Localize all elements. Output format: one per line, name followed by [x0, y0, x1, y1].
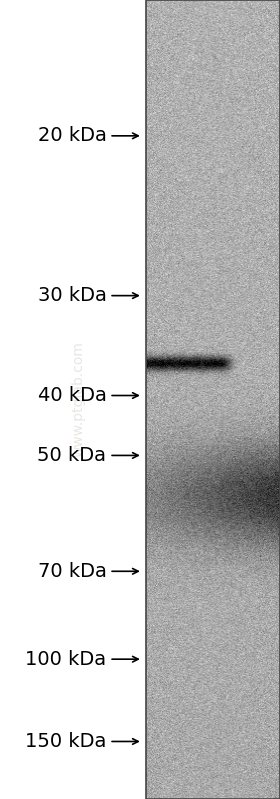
Text: 30 kDa: 30 kDa	[38, 286, 106, 305]
Text: www.ptglab.com: www.ptglab.com	[71, 341, 85, 458]
Text: 40 kDa: 40 kDa	[38, 386, 106, 405]
Text: 70 kDa: 70 kDa	[38, 562, 106, 581]
Text: 150 kDa: 150 kDa	[25, 732, 106, 751]
Text: 20 kDa: 20 kDa	[38, 126, 106, 145]
Bar	[146, 0, 280, 799]
Text: 50 kDa: 50 kDa	[38, 446, 106, 465]
Text: 100 kDa: 100 kDa	[25, 650, 106, 669]
